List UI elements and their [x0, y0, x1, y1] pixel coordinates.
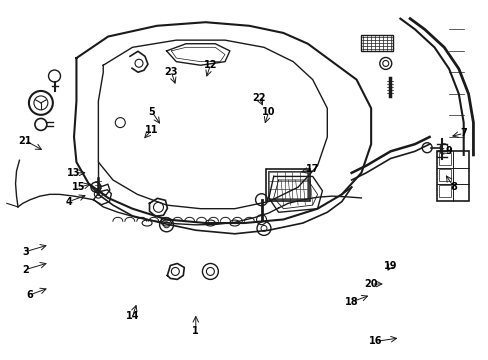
Bar — [438, 153, 450, 165]
Text: 20: 20 — [364, 279, 377, 289]
Text: 19: 19 — [383, 261, 397, 271]
Text: 4: 4 — [65, 197, 72, 207]
Text: 8: 8 — [449, 182, 456, 192]
Text: 3: 3 — [22, 247, 29, 257]
Text: 2: 2 — [22, 265, 29, 275]
Text: 10: 10 — [262, 107, 275, 117]
Bar — [361, 35, 392, 51]
Bar — [436, 151, 468, 201]
Text: 23: 23 — [164, 67, 178, 77]
Text: 14: 14 — [125, 311, 139, 321]
Bar — [438, 185, 450, 197]
Text: 9: 9 — [445, 146, 451, 156]
Text: 22: 22 — [252, 93, 265, 103]
Text: 15: 15 — [72, 182, 85, 192]
Text: 17: 17 — [305, 164, 319, 174]
Text: 12: 12 — [203, 60, 217, 70]
Text: 5: 5 — [148, 107, 155, 117]
Bar — [438, 169, 450, 181]
Text: 7: 7 — [459, 129, 466, 138]
Text: 11: 11 — [145, 125, 159, 135]
Text: 13: 13 — [67, 168, 81, 178]
Text: 6: 6 — [27, 290, 34, 300]
Text: 21: 21 — [19, 136, 32, 145]
Text: 18: 18 — [344, 297, 358, 307]
Bar — [266, 169, 309, 201]
Text: 16: 16 — [368, 336, 382, 346]
Text: 1: 1 — [192, 325, 199, 336]
Bar — [268, 171, 307, 199]
